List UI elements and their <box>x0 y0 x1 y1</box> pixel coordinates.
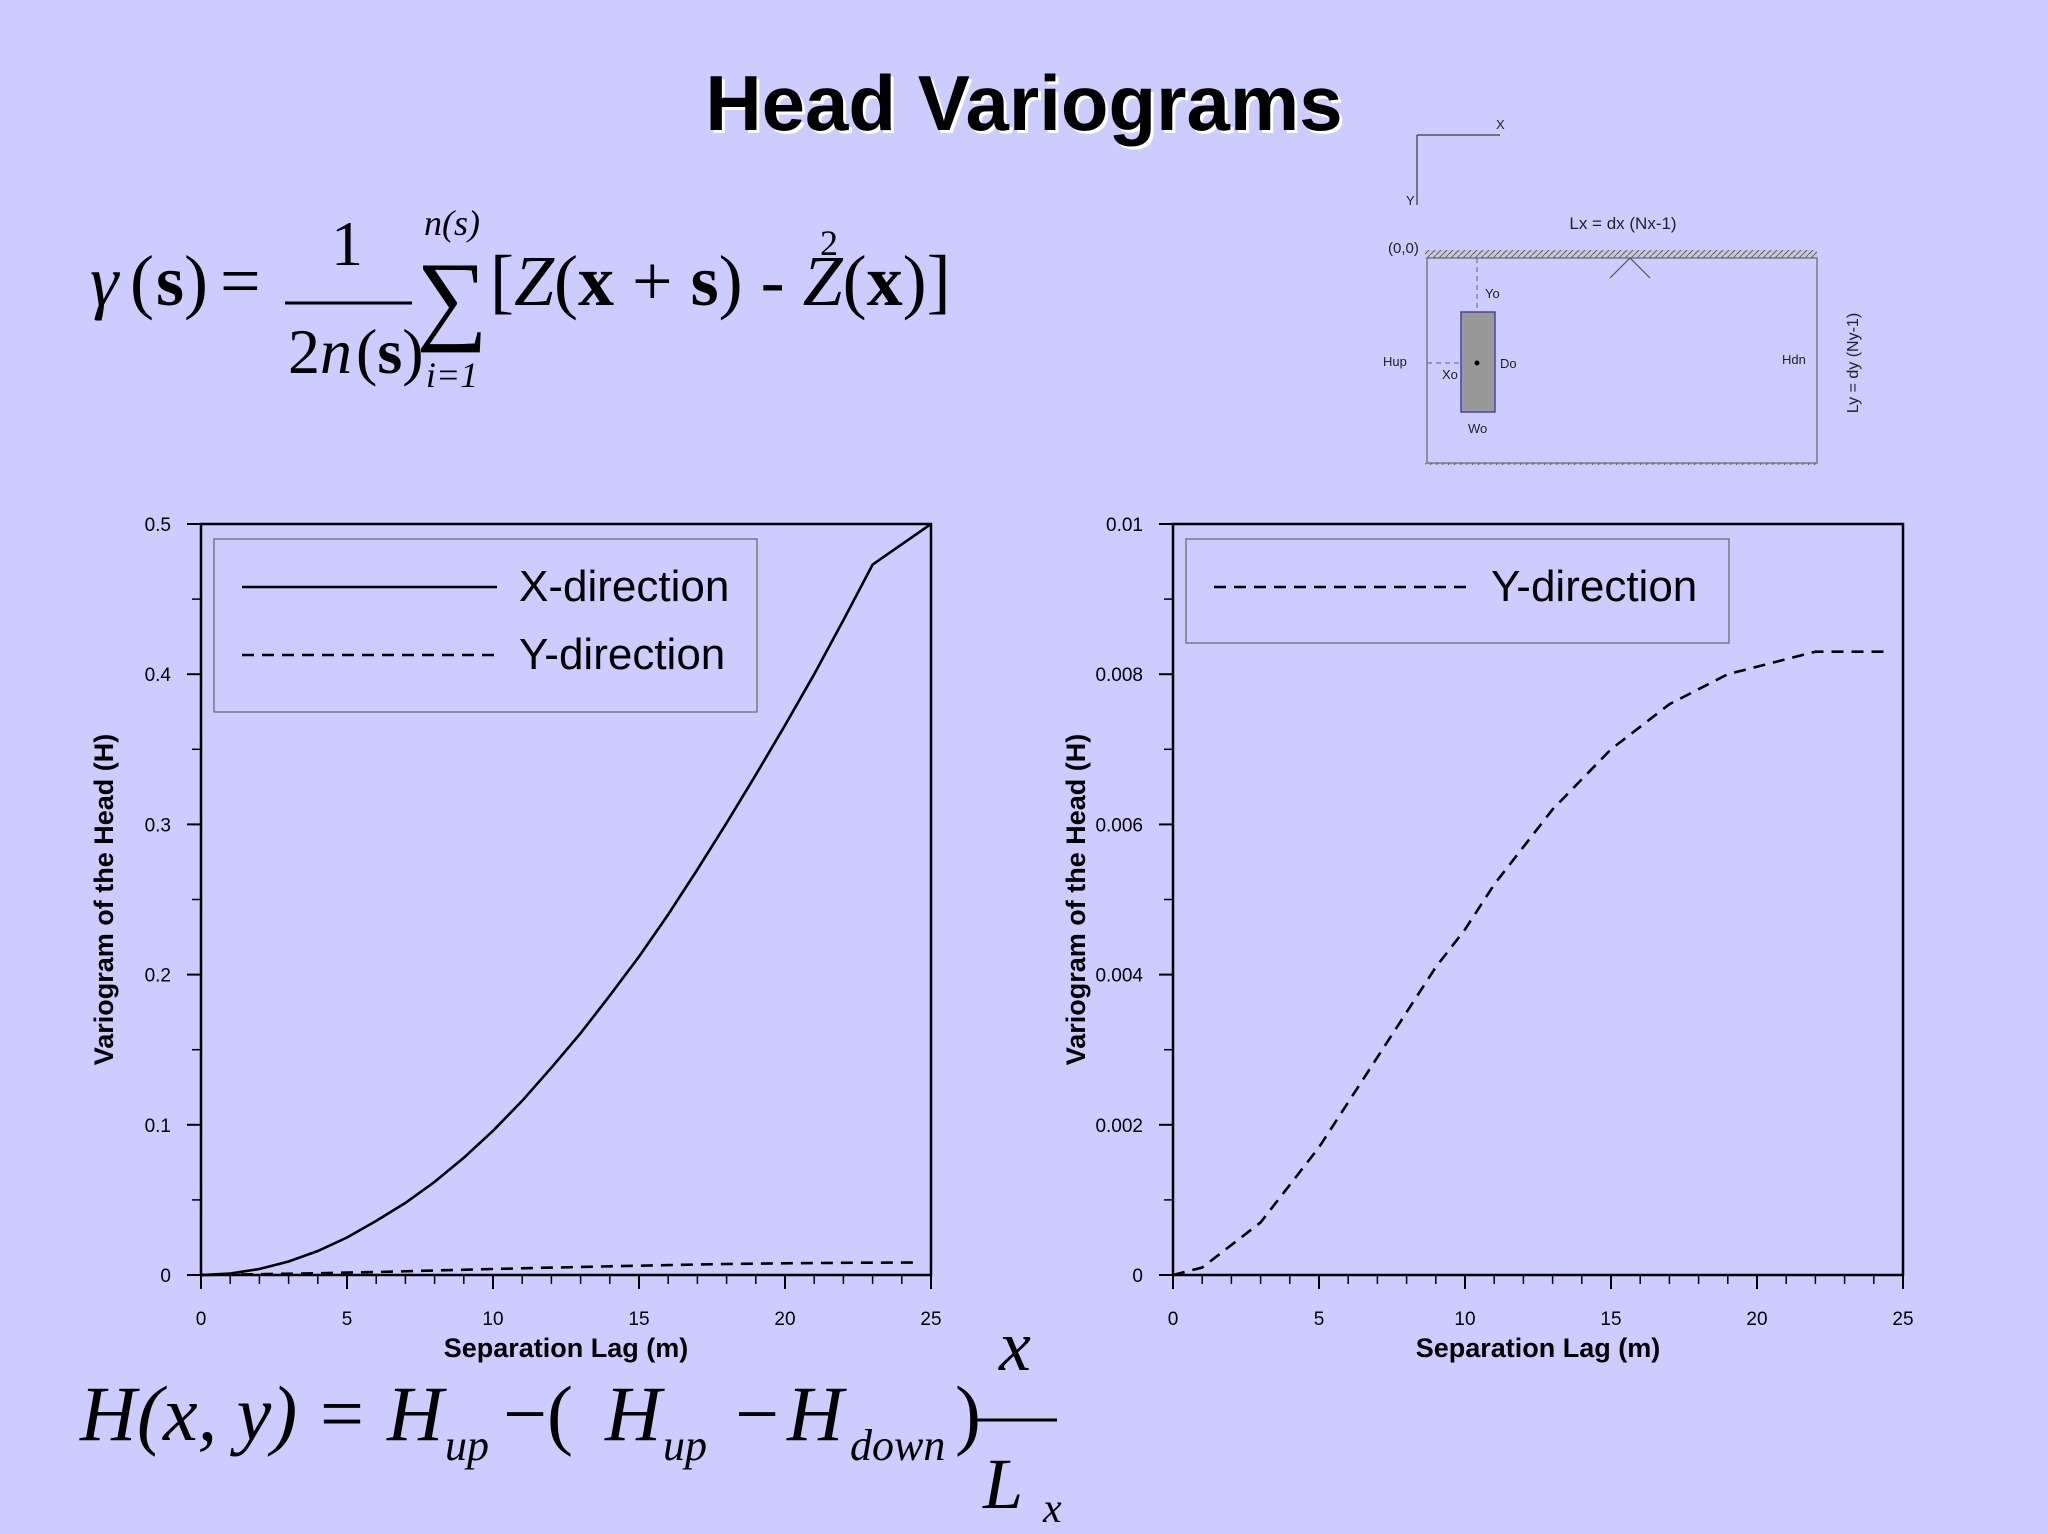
formula-numerator: 1 <box>331 208 363 279</box>
chart1-x-tick-label: 5 <box>1314 1309 1325 1330</box>
chart1-legend-label: Y-direction <box>1491 562 1697 611</box>
chart0-y-tick-label: 0.1 <box>145 1116 171 1137</box>
chart1-y-tick-label: 0.01 <box>1106 515 1143 536</box>
schematic-wo: Wo <box>1468 421 1487 436</box>
chart0-series-y-direction-line <box>200 1261 917 1277</box>
chart1-legend-box <box>1185 538 1730 644</box>
head-formula-Lsub: x <box>1042 1486 1062 1530</box>
head-formula-up-2: up <box>663 1421 707 1470</box>
slide-title: Head Variograms <box>705 59 1343 147</box>
chart0-x-tick-label: 5 <box>342 1309 353 1330</box>
schematic-origin: (0,0) <box>1388 240 1419 257</box>
chart0-x-tick-label: 15 <box>628 1309 649 1330</box>
chart0-y-tick-label: 0.5 <box>145 515 171 536</box>
chart0-legend-label: Y-direction <box>519 630 725 679</box>
schematic-xo: Xo <box>1442 367 1458 382</box>
head-formula-minus-2: − <box>735 1370 779 1457</box>
chart0-y-tick-label: 0.4 <box>145 665 172 686</box>
schematic-hup: Hup <box>1383 354 1407 369</box>
chart-left: 0 5 10 15 20 25 0 0.1 0.2 0.3 0.4 0.5 Separation Lag… <box>89 515 942 1363</box>
chart1-y-tick-label: 0.002 <box>1095 1116 1143 1137</box>
head-formula-x: x <box>998 1330 1031 1386</box>
formula-exponent: 2 <box>820 223 838 263</box>
formula-denominator-2: 2 <box>288 316 320 387</box>
head-formula-equals: = <box>320 1370 364 1457</box>
formula-paren-open: ( <box>130 241 154 321</box>
formula-sum-upper: n(s) <box>424 205 480 243</box>
formula-denominator-s: (s) <box>356 316 424 387</box>
schematic-top-boundary <box>1425 250 1817 258</box>
chart0-x-tick-label: 10 <box>482 1309 503 1330</box>
chart0-x-tick-label: 25 <box>920 1309 941 1330</box>
chart1-y-tick-label: 0 <box>1132 1266 1143 1287</box>
schematic-ly-label: Ly = dy (Ny-1) <box>1845 313 1862 413</box>
chart0-x-tick-label: 20 <box>774 1309 795 1330</box>
chart0-series-x-direction-line <box>200 522 932 1277</box>
chart1-x-axis-label: Separation Lag (m) <box>1416 1333 1661 1363</box>
chart1-y-tick-label: 0.006 <box>1095 815 1143 836</box>
head-formula-L: L <box>982 1444 1023 1524</box>
formula-s: s <box>156 241 184 321</box>
chart1-plot-frame <box>1171 522 1905 1277</box>
head-formula-minus-paren: −( <box>503 1370 573 1457</box>
head-formula-H: H <box>79 1370 140 1457</box>
head-formula-paren-close: ) <box>955 1370 981 1457</box>
formula-bracket-body: [Z(x + s) - Z(x)] <box>490 241 951 321</box>
chart0-x-axis-label: Separation Lag (m) <box>444 1333 689 1363</box>
chart1-x-tick-label: 0 <box>1168 1309 1179 1330</box>
chart-right: 0 5 10 15 20 25 0 0.002 0.004 0.006 0.008 0.01 Separ… <box>1061 515 1914 1363</box>
schematic-lx-label: Lx = dx (Nx-1) <box>1569 214 1676 233</box>
schematic-do: Do <box>1500 356 1517 371</box>
schematic-hdn: Hdn <box>1782 352 1806 367</box>
schematic-center-point <box>1474 360 1480 366</box>
chart1-x-tick-label: 25 <box>1892 1309 1913 1330</box>
chart0-legend-label: X-direction <box>519 562 729 611</box>
chart0-y-axis-label: Variogram of the Head (H) <box>89 734 119 1066</box>
head-formula-up-1: up <box>445 1421 489 1470</box>
chart0-y-tick-label: 0.2 <box>145 966 171 987</box>
formula-paren-close: ) <box>184 241 208 321</box>
chart1-y-axis-label: Variogram of the Head (H) <box>1061 734 1091 1066</box>
schematic-x-label: X <box>1496 117 1505 132</box>
domain-schematic: X Y Lx = dx (Nx-1) (0,0) Yo Xo Do Wo Hup… <box>1383 117 1862 465</box>
schematic-domain-box <box>1426 257 1818 464</box>
chart1-x-tick-label: 15 <box>1600 1309 1621 1330</box>
chart0-y-tick-label: 0.3 <box>145 815 171 836</box>
schematic-y-label: Y <box>1406 193 1415 208</box>
formula-denominator-n: n <box>320 316 352 387</box>
schematic-bottom-boundary <box>1425 463 1817 465</box>
head-formula-down: down <box>850 1421 945 1470</box>
chart0-legend-box <box>213 538 758 713</box>
head-formula-xy: (x, y) <box>137 1370 297 1457</box>
head-formula-Hup-1: H <box>386 1370 447 1457</box>
head-formula-Hdown: H <box>786 1370 847 1457</box>
chart0-y-tick-label: 0 <box>160 1266 171 1287</box>
variogram-formula: γ ( s ) = 1 2 n (s) n(s) ∑ i=1 [Z(x + s)… <box>90 205 951 395</box>
head-formula: H (x, y) = H up −( H up − H down ) x L x <box>79 1330 1062 1530</box>
chart1-x-tick-label: 10 <box>1454 1309 1475 1330</box>
chart1-y-tick-label: 0.008 <box>1095 665 1143 686</box>
chart1-y-tick-label: 0.004 <box>1095 966 1143 987</box>
chart1-series-y-direction-line <box>1172 650 1889 1277</box>
schematic-yo: Yo <box>1485 286 1500 301</box>
formula-equals: = <box>220 241 261 321</box>
chart0-x-tick-label: 0 <box>196 1309 207 1330</box>
schematic-surface-marker <box>1609 257 1651 279</box>
formula-sum-symbol: ∑ <box>416 242 487 353</box>
formula-sum-lower: i=1 <box>426 355 478 395</box>
head-formula-Hup-2: H <box>604 1370 665 1457</box>
chart1-x-tick-label: 20 <box>1746 1309 1767 1330</box>
formula-gamma: γ <box>90 241 120 321</box>
